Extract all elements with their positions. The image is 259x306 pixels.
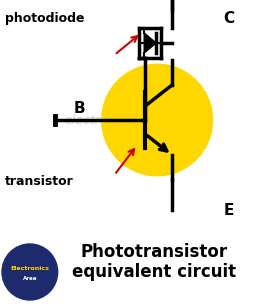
Text: B: B bbox=[74, 100, 85, 115]
Text: C: C bbox=[223, 10, 234, 25]
Text: photodiode: photodiode bbox=[5, 12, 84, 25]
Text: Phototransistor: Phototransistor bbox=[81, 243, 228, 261]
Text: Electronics: Electronics bbox=[10, 266, 49, 271]
Text: Area: Area bbox=[23, 275, 37, 281]
Text: equivalent circuit: equivalent circuit bbox=[72, 263, 236, 281]
Polygon shape bbox=[144, 33, 156, 53]
Text: electronicsarea.com: electronicsarea.com bbox=[65, 114, 192, 126]
Text: transistor: transistor bbox=[5, 175, 74, 188]
Circle shape bbox=[102, 65, 212, 175]
Circle shape bbox=[2, 244, 58, 300]
Text: E: E bbox=[224, 203, 234, 218]
